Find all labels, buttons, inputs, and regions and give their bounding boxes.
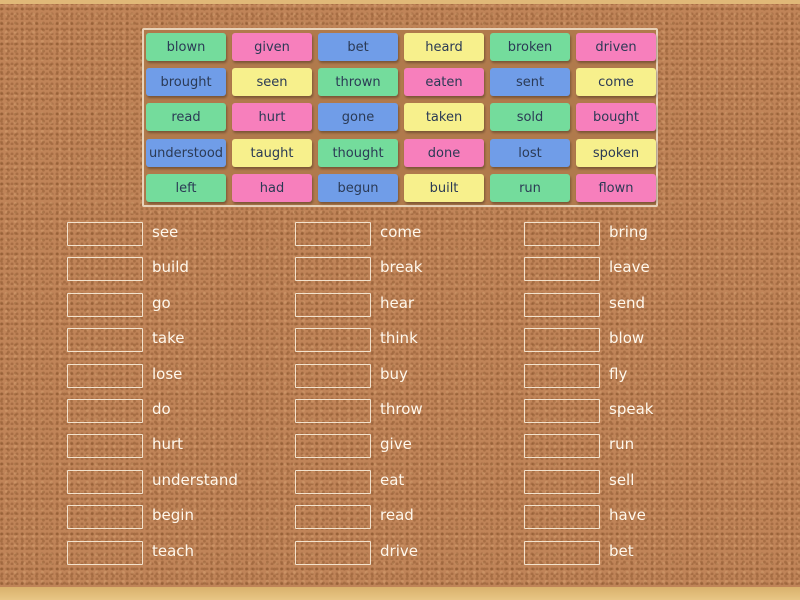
base-verb-label: do xyxy=(152,400,171,418)
base-verb-label: see xyxy=(152,223,179,241)
drop-slot[interactable] xyxy=(67,469,143,494)
drop-slot[interactable] xyxy=(295,222,371,246)
word-tile[interactable]: seen xyxy=(232,68,312,96)
word-tile[interactable]: taught xyxy=(232,139,312,167)
base-verb-label: come xyxy=(380,223,422,241)
base-verb-label: build xyxy=(152,258,189,277)
base-verb-label: leave xyxy=(609,258,650,277)
drop-slot[interactable] xyxy=(524,363,600,388)
word-tile[interactable]: bought xyxy=(576,103,656,131)
word-tile[interactable]: flown xyxy=(576,174,656,202)
word-tile[interactable]: thought xyxy=(318,139,398,167)
base-verb-label: blow xyxy=(609,329,645,348)
word-tile[interactable]: sold xyxy=(490,103,570,131)
base-verb-label: fly xyxy=(609,364,628,383)
word-tile[interactable]: driven xyxy=(576,33,656,61)
word-tile[interactable]: given xyxy=(232,33,312,61)
board-frame-top xyxy=(0,0,800,4)
base-verb-label: break xyxy=(380,258,423,277)
board-frame-bottom xyxy=(0,587,800,600)
base-verb-label: have xyxy=(609,506,646,525)
word-tile[interactable]: understood xyxy=(146,139,226,167)
word-tile[interactable]: gone xyxy=(318,103,398,131)
word-tile-tray xyxy=(142,28,658,207)
drop-slot[interactable] xyxy=(524,222,600,246)
drop-slot[interactable] xyxy=(67,505,143,530)
base-verb-label: eat xyxy=(380,470,405,489)
drop-slot[interactable] xyxy=(295,505,371,530)
base-verb-label: go xyxy=(152,293,171,312)
drop-slot[interactable] xyxy=(295,540,371,565)
drop-slot[interactable] xyxy=(67,292,143,317)
word-tile[interactable]: taken xyxy=(404,103,484,131)
word-tile[interactable]: bet xyxy=(318,33,398,61)
base-verb-label: hear xyxy=(380,293,415,312)
base-verb-label: bet xyxy=(609,541,634,560)
word-tile[interactable]: blown xyxy=(146,33,226,61)
base-verb-label: bring xyxy=(609,223,648,241)
drop-slot[interactable] xyxy=(67,540,143,565)
word-tile[interactable]: lost xyxy=(490,139,570,167)
base-verb-label: take xyxy=(152,329,185,348)
drop-slot[interactable] xyxy=(524,328,600,353)
base-verb-label: understand xyxy=(152,470,238,489)
word-tile[interactable]: broken xyxy=(490,33,570,61)
base-verb-label: hurt xyxy=(152,435,184,454)
word-tile[interactable]: come xyxy=(576,68,656,96)
drop-slot[interactable] xyxy=(67,222,143,246)
word-tile[interactable]: sent xyxy=(490,68,570,96)
word-tile[interactable]: eaten xyxy=(404,68,484,96)
base-verb-label: speak xyxy=(609,400,654,418)
drop-slot[interactable] xyxy=(295,434,371,459)
drop-slot[interactable] xyxy=(524,257,600,282)
word-tile[interactable]: read xyxy=(146,103,226,131)
word-tile[interactable]: left xyxy=(146,174,226,202)
drop-slot[interactable] xyxy=(295,328,371,353)
base-verb-label: send xyxy=(609,293,646,312)
word-tile[interactable]: had xyxy=(232,174,312,202)
word-tile[interactable]: run xyxy=(490,174,570,202)
drop-slot[interactable] xyxy=(524,540,600,565)
drop-slot[interactable] xyxy=(524,292,600,317)
drop-slot[interactable] xyxy=(67,434,143,459)
base-verb-label: lose xyxy=(152,364,183,383)
base-verb-label: begin xyxy=(152,506,194,525)
word-tile[interactable]: heard xyxy=(404,33,484,61)
word-tile[interactable]: spoken xyxy=(576,139,656,167)
base-verb-label: sell xyxy=(609,470,635,489)
word-tile[interactable]: brought xyxy=(146,68,226,96)
drop-slot[interactable] xyxy=(295,363,371,388)
drop-slot[interactable] xyxy=(67,257,143,282)
base-verb-label: run xyxy=(609,435,635,454)
drop-slot[interactable] xyxy=(295,469,371,494)
word-tile[interactable]: built xyxy=(404,174,484,202)
drop-slot[interactable] xyxy=(524,469,600,494)
base-verb-label: drive xyxy=(380,541,418,560)
base-verb-label: read xyxy=(380,506,414,525)
drop-slot[interactable] xyxy=(67,399,143,423)
word-tile[interactable]: thrown xyxy=(318,68,398,96)
drop-slot[interactable] xyxy=(524,434,600,459)
base-verb-label: throw xyxy=(380,400,423,418)
base-verb-label: teach xyxy=(152,541,195,560)
drop-slot[interactable] xyxy=(295,399,371,423)
drop-slot[interactable] xyxy=(524,505,600,530)
word-tile[interactable]: hurt xyxy=(232,103,312,131)
base-verb-label: think xyxy=(380,329,418,348)
drop-slot[interactable] xyxy=(67,328,143,353)
word-tile[interactable]: begun xyxy=(318,174,398,202)
drop-slot[interactable] xyxy=(67,363,143,388)
word-tile[interactable]: done xyxy=(404,139,484,167)
drop-slot[interactable] xyxy=(295,292,371,317)
drop-slot[interactable] xyxy=(524,399,600,423)
drop-slot[interactable] xyxy=(295,257,371,282)
base-verb-label: give xyxy=(380,435,412,454)
base-verb-label: buy xyxy=(380,364,408,383)
